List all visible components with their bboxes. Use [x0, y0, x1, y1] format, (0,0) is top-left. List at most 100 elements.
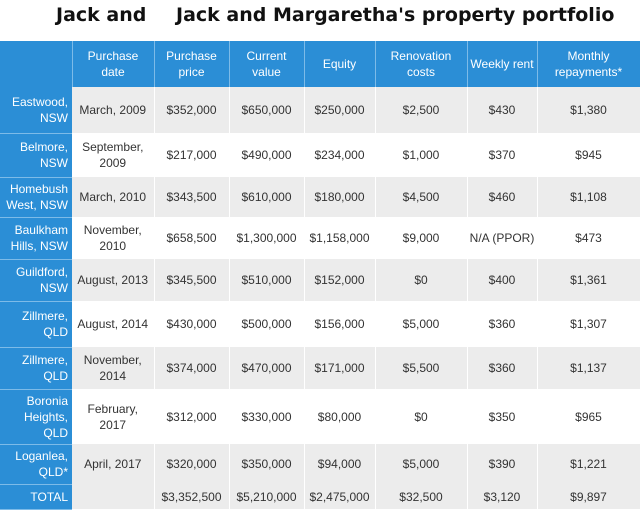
row-location: Loganlea, QLD*	[0, 444, 72, 485]
table-cell: $1,380	[537, 87, 640, 133]
table-cell: August, 2014	[72, 301, 155, 347]
total-cell: $3,120	[467, 484, 538, 509]
table-cell: $156,000	[304, 301, 376, 347]
table-cell: $343,500	[154, 177, 230, 217]
column-header: Equity	[304, 41, 376, 87]
total-cell: $2,475,000	[304, 484, 376, 509]
total-cell	[72, 484, 155, 509]
table-cell: $1,000	[375, 133, 468, 177]
total-cell: $32,500	[375, 484, 468, 509]
table-cell: $430	[467, 87, 538, 133]
column-header: Purchase price	[154, 41, 230, 87]
table-cell: $350	[467, 389, 538, 444]
table-row: Loganlea, QLD* April, 2017 $320,000 $350…	[0, 444, 640, 485]
table-cell: $470,000	[229, 347, 305, 389]
column-header: Current value	[229, 41, 305, 87]
table-cell: $330,000	[229, 389, 305, 444]
table-cell: $360	[467, 347, 538, 389]
table-cell: April, 2017	[72, 444, 155, 484]
table-cell: N/A (PPOR)	[467, 217, 538, 259]
total-cell: $9,897	[537, 484, 640, 509]
table-cell: $1,158,000	[304, 217, 376, 259]
table-cell: $1,300,000	[229, 217, 305, 259]
table-cell: $650,000	[229, 87, 305, 133]
row-location: Baulkham Hills, NSW	[0, 217, 72, 260]
title-fragment: Jack and	[56, 4, 147, 26]
table-cell: $217,000	[154, 133, 230, 177]
table-cell: $374,000	[154, 347, 230, 389]
table-cell: $400	[467, 259, 538, 301]
row-location: Homebush West, NSW	[0, 177, 72, 218]
table-cell: March, 2009	[72, 87, 155, 133]
row-location: Zillmere, QLD	[0, 347, 72, 390]
table-cell: $350,000	[229, 444, 305, 484]
page-title: Jack and Margaretha's property portfolio	[176, 4, 615, 26]
total-cell: $3,352,500	[154, 484, 230, 509]
table-cell: $5,000	[375, 444, 468, 484]
table-cell: $152,000	[304, 259, 376, 301]
total-cell: $5,210,000	[229, 484, 305, 509]
table-cell: $965	[537, 389, 640, 444]
table-row: Boronia Heights, QLD February, 2017 $312…	[0, 389, 640, 445]
column-header: Monthly repayments*	[537, 41, 640, 87]
row-location: Boronia Heights, QLD	[0, 389, 72, 445]
table-cell: $500,000	[229, 301, 305, 347]
header-row: Purchase date Purchase price Current val…	[0, 41, 640, 87]
header-corner	[0, 41, 73, 87]
table-cell: $490,000	[229, 133, 305, 177]
table-row: Zillmere, QLD August, 2014 $430,000 $500…	[0, 301, 640, 348]
table-cell: $945	[537, 133, 640, 177]
table-cell: November, 2010	[72, 217, 155, 259]
title-row: Jack and Jack and Margaretha's property …	[0, 0, 640, 40]
table-cell: $345,500	[154, 259, 230, 301]
table-cell: August, 2013	[72, 259, 155, 301]
table-cell: September, 2009	[72, 133, 155, 177]
table-cell: $0	[375, 259, 468, 301]
table-cell: November, 2014	[72, 347, 155, 389]
table-cell: $0	[375, 389, 468, 444]
table-cell: $510,000	[229, 259, 305, 301]
row-location: Belmore, NSW	[0, 133, 72, 178]
row-location: Zillmere, QLD	[0, 301, 72, 348]
table-cell: $320,000	[154, 444, 230, 484]
table-cell: $352,000	[154, 87, 230, 133]
table-cell: $370	[467, 133, 538, 177]
table-cell: February, 2017	[72, 389, 155, 444]
table-cell: $473	[537, 217, 640, 259]
table-cell: March, 2010	[72, 177, 155, 217]
table-cell: $430,000	[154, 301, 230, 347]
row-location: Eastwood, NSW	[0, 87, 72, 134]
table-row: Guildford, NSW August, 2013 $345,500 $51…	[0, 259, 640, 302]
column-header: Purchase date	[72, 41, 155, 87]
table-cell: $460	[467, 177, 538, 217]
table-cell: $1,137	[537, 347, 640, 389]
table-cell: $658,500	[154, 217, 230, 259]
table-cell: $9,000	[375, 217, 468, 259]
total-label: TOTAL	[0, 484, 72, 510]
table-cell: $390	[467, 444, 538, 484]
table-row: Belmore, NSW September, 2009 $217,000 $4…	[0, 133, 640, 178]
table-cell: $5,500	[375, 347, 468, 389]
table-cell: $610,000	[229, 177, 305, 217]
table-cell: $250,000	[304, 87, 376, 133]
table-cell: $80,000	[304, 389, 376, 444]
table-row: Eastwood, NSW March, 2009 $352,000 $650,…	[0, 87, 640, 134]
table-cell: $94,000	[304, 444, 376, 484]
table-row: Zillmere, QLD November, 2014 $374,000 $4…	[0, 347, 640, 390]
column-header: Renovation costs	[375, 41, 468, 87]
table-row: Homebush West, NSW March, 2010 $343,500 …	[0, 177, 640, 218]
table-cell: $1,108	[537, 177, 640, 217]
portfolio-table: Purchase date Purchase price Current val…	[0, 41, 640, 510]
table-cell: $1,221	[537, 444, 640, 484]
table-cell: $1,361	[537, 259, 640, 301]
total-row: TOTAL $3,352,500 $5,210,000 $2,475,000 $…	[0, 484, 640, 510]
table-cell: $180,000	[304, 177, 376, 217]
table-cell: $2,500	[375, 87, 468, 133]
table-cell: $171,000	[304, 347, 376, 389]
table-row: Baulkham Hills, NSW November, 2010 $658,…	[0, 217, 640, 260]
table-cell: $312,000	[154, 389, 230, 444]
table-cell: $4,500	[375, 177, 468, 217]
table-cell: $5,000	[375, 301, 468, 347]
table-cell: $234,000	[304, 133, 376, 177]
table-cell: $1,307	[537, 301, 640, 347]
